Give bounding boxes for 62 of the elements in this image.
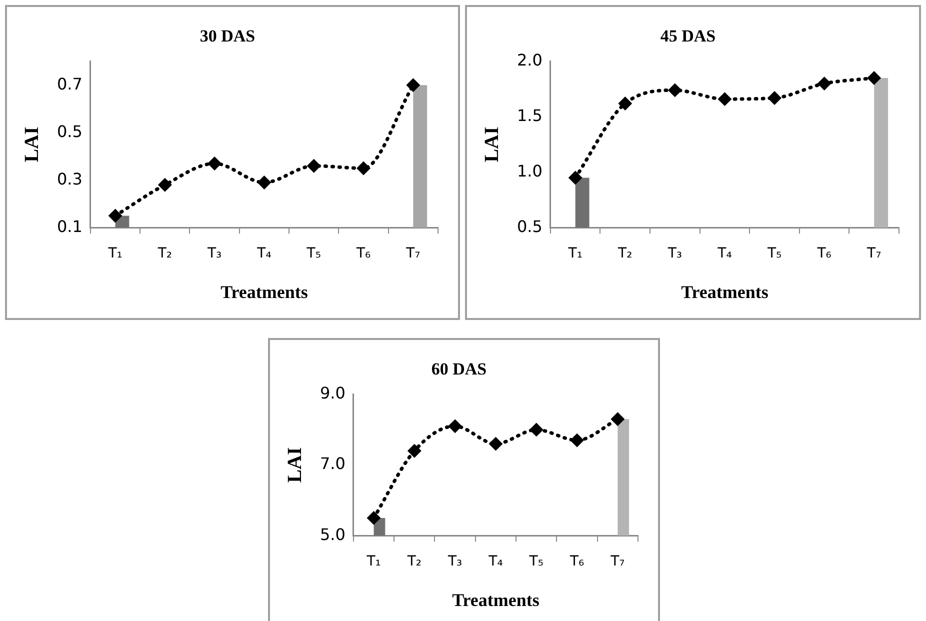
x-tick-label: T₂ (156, 246, 172, 262)
chart-title: 45 DAS (660, 26, 716, 46)
x-tick-label: T₅ (306, 246, 321, 262)
point (408, 444, 421, 458)
x-tick-label: T₅ (766, 246, 782, 262)
point (489, 438, 502, 450)
x-tick-label: T₆ (355, 246, 371, 262)
y-tick-label: 2.0 (516, 50, 542, 70)
y-tick-label: 0.1 (56, 216, 82, 236)
point (868, 72, 880, 84)
chart-title: 60 DAS (431, 360, 487, 379)
y-tick-label: 1.5 (516, 106, 542, 125)
x-axis-title: Treatments (452, 590, 540, 610)
point (570, 434, 584, 447)
x-tick-label: T₄ (716, 246, 732, 262)
x-tick-label: T₆ (568, 554, 584, 570)
x-tick-label: T₃ (206, 246, 222, 262)
x-tick-label: T₁ (567, 246, 582, 262)
x-tick-label: T₇ (405, 246, 420, 262)
y-tick-label: 0.3 (56, 169, 82, 188)
point (109, 209, 122, 222)
x-tick-label: T₃ (666, 246, 682, 262)
y-axis-title: LAI (284, 447, 306, 483)
y-tick-label: 0.7 (56, 74, 82, 94)
point (448, 420, 462, 432)
point (530, 423, 543, 436)
point (308, 160, 320, 172)
x-tick-label: T₇ (610, 554, 625, 570)
y-tick-label: 5.0 (320, 524, 346, 544)
y-tick-label: 9.0 (320, 384, 346, 403)
point (768, 92, 781, 104)
point (718, 92, 731, 106)
x-tick-label: T₅ (528, 554, 544, 570)
y-tick-label: 1.0 (516, 161, 542, 180)
y-tick-label: 7.0 (320, 454, 346, 474)
y-axis-title: LAI (21, 126, 44, 162)
y-tick-label: 0.5 (516, 216, 542, 236)
y-tick-label: 0.5 (56, 122, 82, 141)
point (618, 97, 632, 110)
y-axis-title: LAI (481, 126, 504, 162)
point (611, 412, 624, 426)
x-tick-label: T₄ (256, 246, 272, 262)
x-axis-title: Treatments (220, 282, 308, 302)
point (357, 162, 370, 174)
chart-title: 30 DAS (200, 26, 256, 46)
x-tick-label: T₁ (366, 554, 381, 570)
point (818, 77, 831, 90)
x-tick-label: T₃ (446, 554, 462, 570)
x-tick-label: T₄ (488, 554, 504, 570)
point (258, 176, 270, 189)
x-tick-label: T₇ (866, 246, 882, 262)
x-tick-label: T₂ (406, 554, 422, 570)
x-tick-label: T₆ (816, 246, 832, 262)
point (406, 78, 420, 92)
point (668, 84, 682, 96)
x-tick-label: T₂ (617, 246, 632, 262)
point (569, 171, 582, 184)
point (158, 178, 172, 192)
point (208, 157, 221, 170)
x-axis-title: Treatments (681, 282, 768, 302)
x-tick-label: T₁ (107, 246, 122, 262)
point (368, 512, 380, 524)
